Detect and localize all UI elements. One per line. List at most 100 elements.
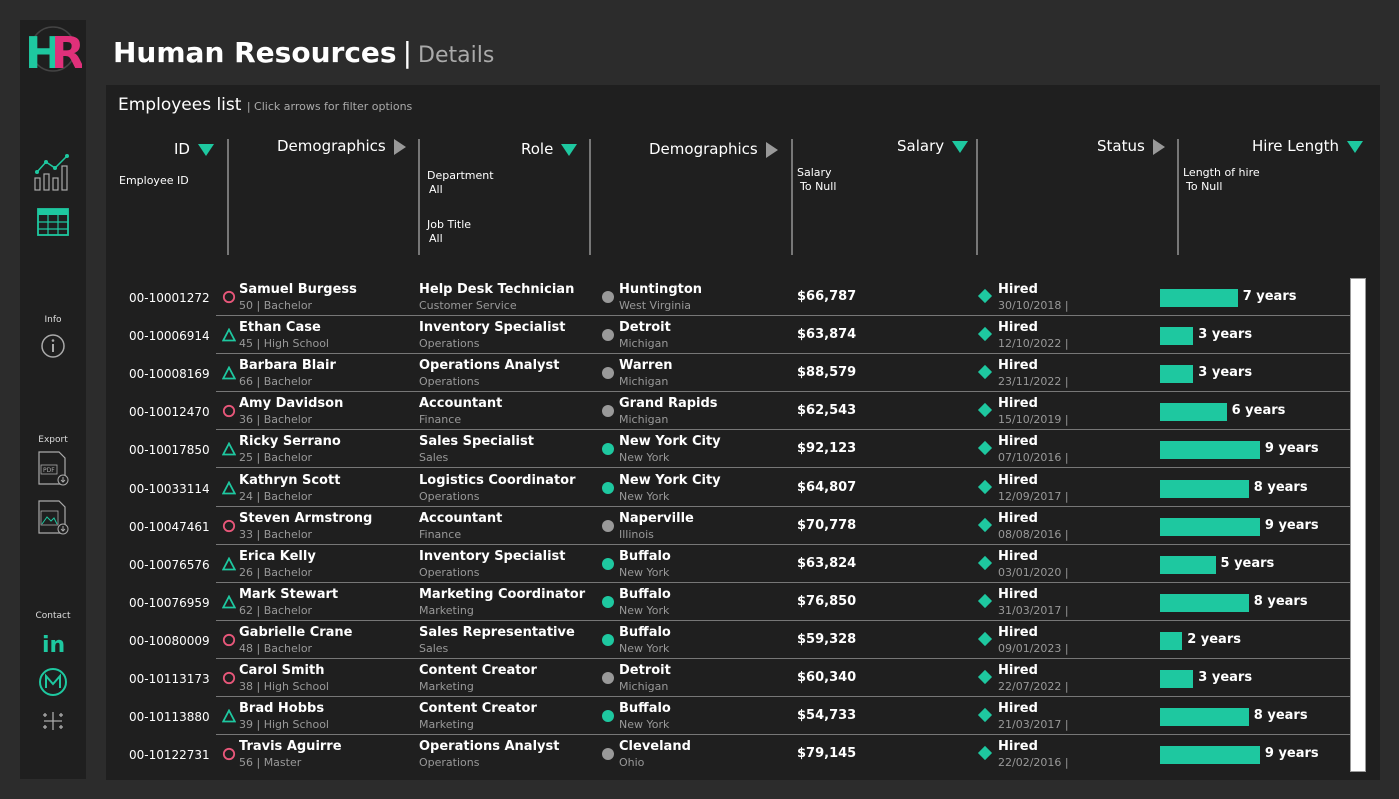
job-title: Content Creator	[419, 701, 537, 717]
status-diamond-icon	[977, 403, 993, 418]
department: Sales	[419, 641, 449, 655]
status-diamond-icon	[977, 288, 993, 304]
hire-date: 15/10/2019 |	[998, 413, 1069, 427]
hire-length-label: 3 years	[1198, 327, 1253, 343]
sidebar: H R Info Export PDF	[20, 20, 86, 779]
table-row[interactable]: 00-10017850 Ricky Serrano 25 | Bachelor Sal…	[106, 430, 1350, 469]
filter-salary-label: Salary	[797, 166, 832, 179]
age-education: 26 | Bachelor	[239, 565, 313, 579]
city: Cleveland	[619, 739, 691, 755]
male-triangle-icon	[222, 594, 236, 609]
hire-length-label: 3 years	[1198, 670, 1253, 685]
filter-employee-id[interactable]: Employee ID	[119, 174, 189, 187]
hire-length-label: 9 years	[1264, 746, 1319, 762]
info-icon[interactable]	[33, 326, 73, 366]
table-row[interactable]: 00-10008169 Barbara Blair 66 | Bachelor Ope…	[106, 354, 1350, 393]
location-dot-icon	[602, 291, 614, 303]
row-divider	[216, 543, 1350, 545]
filter-arrow-hire-length-icon[interactable]	[1347, 140, 1364, 153]
tableau-icon[interactable]	[33, 701, 73, 741]
table-row[interactable]: 00-10113880 Brad Hobbs 39 | High School Con…	[106, 697, 1350, 736]
filter-arrow-role-icon[interactable]	[561, 143, 578, 156]
hire-length-bar	[1160, 327, 1194, 346]
employee-name: Samuel Burgess	[239, 282, 357, 297]
department: Finance	[419, 527, 462, 541]
hire-length-label: 8 years	[1253, 593, 1308, 609]
column-header-role-label: Role	[521, 140, 554, 158]
hire-date: 07/10/2016 |	[998, 451, 1069, 465]
employee-id: 00-10076959	[129, 595, 210, 610]
table-row[interactable]: 00-10122731 Travis Aguirre 56 | Master Oper…	[106, 735, 1350, 773]
hire-date: 22/07/2022 |	[998, 680, 1069, 693]
city: New York City	[619, 472, 721, 488]
status-diamond-icon	[977, 746, 993, 761]
column-divider	[589, 139, 591, 255]
location-dot-newyork-icon	[602, 595, 614, 608]
row-divider	[216, 696, 1350, 697]
medium-icon[interactable]	[33, 662, 73, 702]
state: New York	[619, 603, 670, 617]
location-dot-newyork-icon	[602, 557, 614, 570]
linkedin-icon[interactable]: in	[33, 622, 73, 662]
hire-length-bar	[1160, 708, 1249, 727]
filter-arrow-salary-icon[interactable]	[952, 140, 969, 153]
table-row[interactable]: 00-10047461 Steven Armstrong 33 | Bachelor…	[106, 507, 1350, 545]
state: Ohio	[619, 756, 645, 770]
state: Michigan	[619, 413, 669, 427]
column-divider	[1177, 139, 1179, 255]
employee-name: Brad Hobbs	[239, 701, 325, 717]
info-label: Info	[44, 315, 62, 325]
table-row[interactable]: 00-10076959 Mark Stewart 62 | Bachelor Mark…	[106, 583, 1350, 621]
table-row[interactable]: 00-10033114 Kathryn Scott 24 | Bachelor Log…	[106, 469, 1350, 507]
salary-value: $88,579	[797, 365, 857, 381]
expand-arrow-demographics-2-icon[interactable]	[765, 141, 778, 158]
city: Grand Rapids	[619, 396, 718, 412]
filter-salary-value: To Null	[800, 180, 837, 193]
vertical-scrollbar[interactable]	[1350, 278, 1366, 772]
column-header-hire-length: Hire Length	[1252, 137, 1364, 157]
hire-date: 03/01/2020 |	[998, 565, 1069, 579]
filter-department[interactable]: Department All	[427, 169, 494, 197]
location-dot-newyork-icon	[602, 710, 614, 723]
expand-arrow-demographics-icon[interactable]	[393, 138, 406, 155]
employee-id: 00-10017850	[129, 443, 210, 458]
hr-logo: H R	[24, 24, 85, 79]
state: Michigan	[619, 337, 669, 351]
row-divider	[216, 657, 1350, 659]
status-diamond-icon	[977, 441, 993, 456]
column-header-demographics: Demographics	[277, 137, 406, 157]
table-row[interactable]: 00-10076576 Erica Kelly 26 | Bachelor Inven…	[106, 545, 1350, 583]
table-row[interactable]: 00-10006914 Ethan Case 45 | High School Inv…	[106, 316, 1350, 355]
male-triangle-icon	[222, 556, 236, 571]
age-education: 48 | Bachelor	[239, 641, 313, 655]
male-triangle-icon	[222, 442, 236, 456]
location-dot-icon	[602, 405, 614, 418]
table-row[interactable]: 00-10001272 Samuel Burgess 50 | Bachelor He…	[106, 278, 1350, 316]
hire-length-bar	[1160, 631, 1183, 650]
page-subtitle: Details	[418, 43, 495, 68]
table-row[interactable]: 00-10113173 Carol Smith 38 | High School Co…	[106, 659, 1350, 697]
table-icon[interactable]	[33, 202, 73, 242]
status-label: Hired	[998, 396, 1038, 412]
trend-chart-icon[interactable]	[33, 152, 73, 192]
employee-id: 00-10113173	[129, 672, 210, 686]
table-row[interactable]: 00-10012470 Amy Davidson 36 | Bachelor Acco…	[106, 392, 1350, 431]
job-title: Sales Specialist	[419, 434, 534, 450]
column-divider	[418, 139, 420, 255]
filter-salary[interactable]: Salary To Null	[797, 166, 836, 194]
row-divider	[216, 429, 1350, 431]
export-image-icon[interactable]	[33, 497, 73, 537]
expand-arrow-status-icon[interactable]	[1152, 138, 1165, 155]
status-label: Hired	[998, 510, 1038, 526]
filter-arrow-id-icon[interactable]	[197, 143, 214, 156]
job-title: Sales Representative	[419, 624, 575, 640]
export-pdf-icon[interactable]: PDF	[33, 448, 73, 488]
page-title: Human Resources | Details	[113, 36, 494, 69]
table-row[interactable]: 00-10080009 Gabrielle Crane 48 | Bachelor S…	[106, 621, 1350, 659]
filter-job-title[interactable]: Job Title All	[427, 218, 471, 246]
department: Finance	[419, 413, 462, 427]
location-dot-icon	[602, 329, 614, 342]
column-header-salary-label: Salary	[897, 137, 945, 155]
filter-length-of-hire[interactable]: Length of hire To Null	[1183, 166, 1260, 194]
city: Buffalo	[619, 624, 671, 640]
